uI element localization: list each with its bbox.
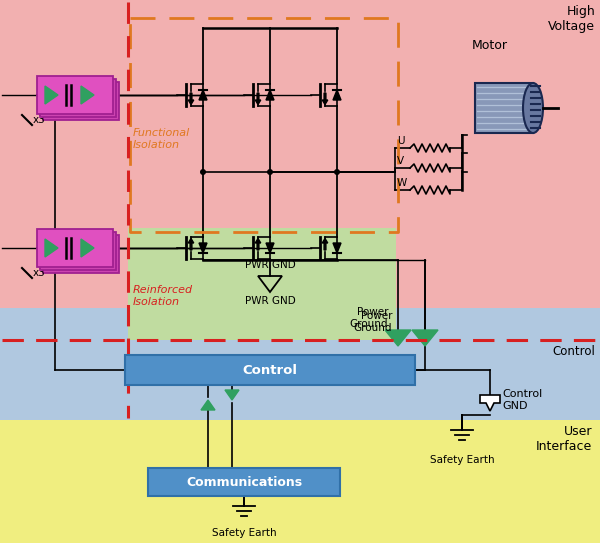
Polygon shape — [412, 330, 438, 346]
FancyBboxPatch shape — [37, 229, 113, 267]
Polygon shape — [225, 390, 239, 400]
Polygon shape — [201, 400, 215, 410]
Text: Functional
Isolation: Functional Isolation — [133, 128, 190, 150]
Polygon shape — [266, 90, 274, 100]
Text: Power
Ground: Power Ground — [349, 307, 388, 329]
Polygon shape — [199, 243, 207, 253]
Text: x3: x3 — [33, 115, 46, 125]
Text: Control: Control — [242, 363, 298, 376]
Ellipse shape — [523, 83, 543, 133]
Bar — [475, 83, 533, 133]
Text: Communications: Communications — [186, 476, 302, 489]
FancyBboxPatch shape — [148, 468, 340, 496]
Polygon shape — [199, 90, 207, 100]
Text: Control
GND: Control GND — [502, 389, 542, 411]
Polygon shape — [266, 243, 274, 253]
FancyBboxPatch shape — [40, 232, 116, 270]
FancyArrow shape — [322, 93, 328, 104]
Text: U: U — [397, 136, 404, 146]
Text: PWR GND: PWR GND — [245, 296, 295, 306]
Text: Control: Control — [552, 345, 595, 358]
Text: V: V — [397, 156, 404, 166]
FancyBboxPatch shape — [125, 355, 415, 385]
FancyArrow shape — [322, 238, 328, 250]
Polygon shape — [333, 243, 341, 253]
FancyArrow shape — [188, 238, 194, 250]
Bar — [128, 228, 396, 340]
FancyArrow shape — [255, 238, 261, 250]
Circle shape — [267, 169, 273, 175]
Polygon shape — [45, 86, 58, 104]
Polygon shape — [45, 239, 58, 257]
Bar — [0, 0, 600, 340]
Circle shape — [200, 169, 206, 175]
FancyBboxPatch shape — [40, 79, 116, 117]
Text: Safety Earth: Safety Earth — [430, 455, 494, 465]
Polygon shape — [81, 239, 94, 257]
Text: x3: x3 — [33, 268, 46, 278]
Text: Reinforced
Isolation: Reinforced Isolation — [133, 285, 193, 307]
FancyBboxPatch shape — [37, 76, 113, 114]
Polygon shape — [81, 86, 94, 104]
Text: W: W — [397, 178, 407, 188]
Text: User
Interface: User Interface — [536, 425, 592, 453]
Polygon shape — [333, 90, 341, 100]
FancyBboxPatch shape — [43, 82, 119, 120]
FancyArrow shape — [255, 93, 261, 104]
Polygon shape — [385, 330, 411, 346]
Polygon shape — [480, 395, 500, 411]
Text: Motor: Motor — [472, 39, 508, 52]
Circle shape — [334, 169, 340, 175]
Text: High
Voltage: High Voltage — [548, 5, 595, 33]
Bar — [0, 420, 600, 543]
Text: PWR GND: PWR GND — [245, 260, 295, 270]
FancyArrow shape — [188, 93, 194, 104]
FancyBboxPatch shape — [43, 235, 119, 273]
Text: Power
Ground: Power Ground — [353, 311, 392, 333]
Bar — [0, 308, 600, 443]
Text: Safety Earth: Safety Earth — [212, 528, 277, 538]
